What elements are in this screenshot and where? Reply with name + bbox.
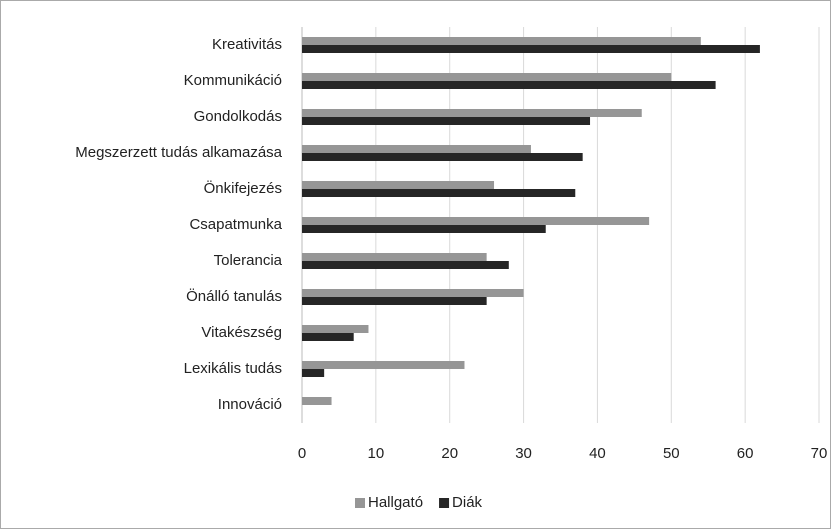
bar xyxy=(302,45,760,53)
bar xyxy=(302,333,354,341)
y-tick-label: Vitakészség xyxy=(201,324,282,341)
x-tick-label: 60 xyxy=(737,445,754,462)
bar xyxy=(302,225,546,233)
bar xyxy=(302,153,583,161)
bar xyxy=(302,117,591,125)
x-tick-label: 50 xyxy=(663,445,680,462)
legend-swatch xyxy=(355,498,365,508)
bar xyxy=(302,261,509,269)
x-tick-label: 40 xyxy=(589,445,606,462)
bar xyxy=(302,189,576,197)
bar xyxy=(302,297,487,305)
bar xyxy=(302,73,672,81)
y-tick-label: Kommunikáció xyxy=(184,72,282,89)
y-tick-label: Csapatmunka xyxy=(189,216,282,233)
y-tick-label: Lexikális tudás xyxy=(184,360,282,377)
x-tick-label: 30 xyxy=(515,445,532,462)
bar xyxy=(302,253,487,261)
bar xyxy=(302,145,531,153)
bar xyxy=(302,325,369,333)
x-tick-label: 20 xyxy=(441,445,458,462)
x-tick-label: 10 xyxy=(368,445,385,462)
legend-label: Hallgató xyxy=(368,494,423,511)
legend-label: Diák xyxy=(452,494,483,511)
y-tick-label: Gondolkodás xyxy=(194,108,282,125)
x-tick-label: 70 xyxy=(811,445,828,462)
bar xyxy=(302,181,495,189)
bar xyxy=(302,361,465,369)
bar xyxy=(302,37,701,45)
legend-swatch xyxy=(439,498,450,508)
bar xyxy=(302,109,642,117)
x-tick-label: 0 xyxy=(298,445,306,462)
y-tick-label: Innováció xyxy=(218,396,282,413)
y-tick-label: Önálló tanulás xyxy=(186,287,282,305)
bar xyxy=(302,369,325,377)
bar xyxy=(302,217,650,225)
y-tick-label: Tolerancia xyxy=(214,252,283,269)
y-tick-label: Kreativitás xyxy=(212,36,282,53)
bar xyxy=(302,289,524,297)
y-tick-label: Önkifejezés xyxy=(204,179,282,197)
y-tick-label: Megszerzett tudás alkamazása xyxy=(75,144,282,161)
bar xyxy=(302,397,332,405)
bar xyxy=(302,81,716,89)
